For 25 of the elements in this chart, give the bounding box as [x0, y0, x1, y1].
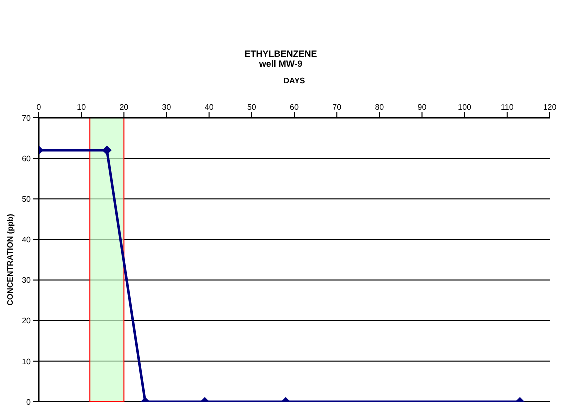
x-tick-label: 10	[77, 103, 87, 112]
chart-title: ETHYLBENZENE	[244, 49, 318, 59]
x-tick-label: 100	[458, 103, 472, 112]
y-tick-label: 60	[22, 154, 32, 164]
y-tick-label: 0	[26, 398, 32, 407]
x-tick-label: 40	[204, 103, 214, 112]
y-tick-label: 40	[22, 236, 32, 245]
x-axis-title: DAYS	[284, 76, 306, 86]
x-tick-label: 80	[375, 103, 385, 112]
x-tick-label: 50	[247, 103, 257, 112]
y-tick-label: 10	[22, 357, 32, 366]
x-tick-label: 70	[332, 103, 342, 112]
x-tick-label: 60	[290, 103, 300, 112]
x-tick-label: 120	[543, 103, 558, 112]
x-tick-label: 110	[501, 103, 514, 112]
y-axis-title: CONCENTRATION (ppb)	[6, 214, 15, 306]
y-tick-label: 50	[22, 194, 32, 204]
y-tick-label: 20	[22, 316, 32, 326]
x-tick-label: 90	[418, 103, 428, 112]
x-tick-label: 20	[120, 103, 130, 112]
y-tick-label: 30	[22, 276, 32, 286]
y-tick-label: 70	[22, 114, 32, 123]
chart-subtitle: well MW-9	[258, 59, 304, 69]
x-tick-label: 30	[162, 103, 172, 112]
x-tick-label: 0	[36, 103, 42, 112]
